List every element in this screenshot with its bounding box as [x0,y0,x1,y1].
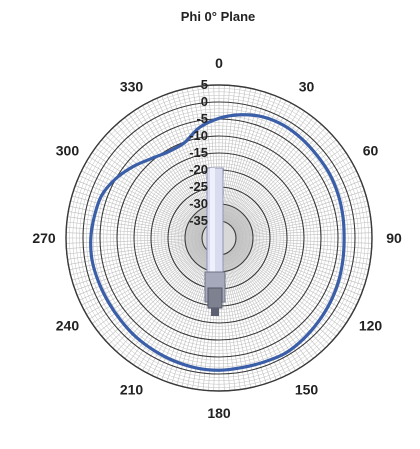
angle-tick-label: 330 [120,78,144,94]
radial-tick-label: 5 [201,77,208,92]
radial-tick-label: -10 [189,128,208,143]
grid-ring-minor [120,139,318,337]
grid-ring-minor [96,115,342,361]
grid-ring-major [133,152,305,324]
antenna-highlight [210,168,215,272]
angle-tick-label: 240 [56,318,80,334]
radial-tick-label: 0 [201,94,208,109]
grid-ring-minor [109,128,329,348]
angle-tick-label: 0 [215,55,223,71]
radial-tick-label: -35 [189,213,208,228]
grid-ring-minor [126,145,312,331]
series-line-0 [89,113,346,372]
grid-ring-minor [103,122,335,354]
chart-title: Phi 0° Plane [181,9,256,24]
grid-ring-minor [137,156,301,320]
antenna-connector [207,287,223,309]
grid-ring-major [82,101,356,375]
angle-tick-label: 120 [359,318,383,334]
radial-tick-label: -20 [189,162,208,177]
angle-tick-label: 90 [386,230,402,246]
grid-ring-minor [130,149,308,327]
angle-tick-label: 30 [299,78,315,94]
grid-ring-minor [113,132,325,344]
angle-tick-label: 180 [207,405,231,421]
radial-tick-label: -5 [196,111,208,126]
angle-tick-label: 210 [120,382,144,398]
grid-outer-ring [65,84,373,392]
grid-ring-minor [75,94,363,382]
grid-ring-minor [79,98,359,378]
radial-tick-label: -25 [189,179,208,194]
radial-tick-label: -15 [189,145,208,160]
grid-ring-minor [106,125,332,351]
grid-ring-major [116,135,322,341]
grid-ring-minor [140,159,298,317]
angle-tick-label: 150 [295,382,319,398]
grid-ring-minor [123,142,315,334]
angle-tick-label: 60 [363,143,379,159]
angle-tick-label: 270 [32,230,56,246]
antenna-tip [211,308,219,316]
series-layer [89,113,346,372]
angle-tick-label: 300 [56,143,80,159]
radial-tick-label: -30 [189,196,208,211]
grid-ring-minor [72,91,366,385]
grid-ring-minor [69,88,369,388]
antenna-illustration-icon [204,167,226,316]
